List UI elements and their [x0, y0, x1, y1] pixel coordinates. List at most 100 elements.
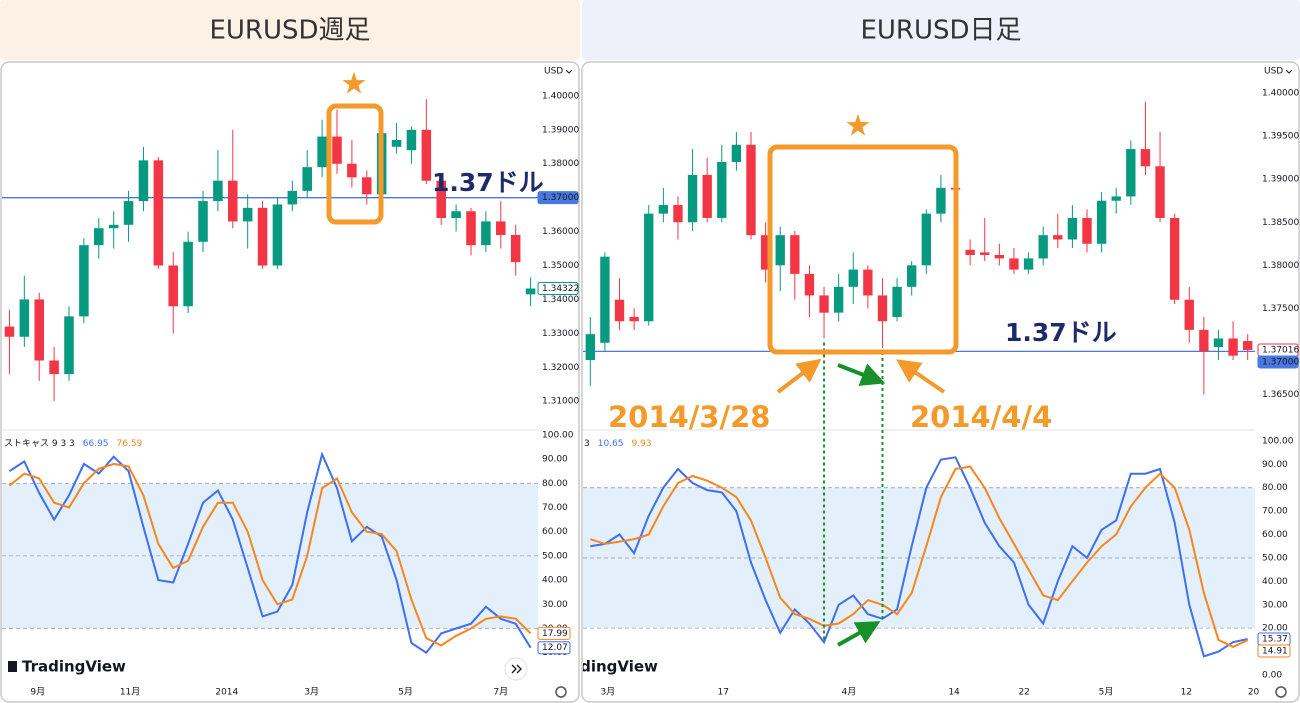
y-tick-label: 30.00 — [542, 600, 568, 610]
level-note: 1.37ドル — [1005, 318, 1117, 347]
highlight-box — [767, 144, 959, 355]
x-tick-label: 2014 — [215, 688, 238, 698]
x-tick-label: 5月 — [1099, 687, 1114, 698]
x-tick-label: 17 — [718, 688, 729, 698]
stoch-legend: 3 10.65 9.93 — [584, 439, 652, 449]
highlight-box — [326, 103, 384, 225]
candle-body — [658, 205, 669, 214]
candle-body — [1213, 338, 1224, 348]
candle-body — [629, 316, 639, 322]
x-tick-label: 9月 — [30, 687, 45, 698]
candle-body — [436, 180, 446, 219]
candle-body — [138, 160, 149, 202]
candle-body — [94, 228, 104, 246]
candle-body — [1111, 196, 1121, 201]
price-tag — [1257, 355, 1299, 369]
legend-name: 3 — [584, 439, 590, 449]
candle-body — [819, 295, 829, 313]
candle-body — [242, 207, 253, 222]
price-tag-label: 1.37016 — [1262, 346, 1299, 356]
price-tag-label: 1.34322 — [542, 284, 579, 294]
candle-body — [731, 144, 742, 162]
stoch-tag — [537, 641, 571, 655]
candle-body — [1038, 235, 1048, 259]
stoch-tag-label: 12.07 — [542, 643, 568, 653]
candle-body — [687, 174, 698, 223]
candle-body — [965, 249, 975, 255]
candle-body — [183, 241, 193, 307]
candle-body — [760, 235, 771, 270]
x-tick-label: 20 — [1248, 688, 1260, 698]
level-note: 1.37ドル — [432, 168, 544, 197]
y-tick-label: 1.40000 — [542, 91, 579, 101]
candle-body — [168, 265, 178, 307]
candle-body — [980, 252, 990, 255]
y-tick-label: 1.38500 — [1262, 218, 1299, 228]
candle-body — [833, 286, 844, 313]
settings-button[interactable] — [1275, 686, 1287, 698]
candle-body — [1155, 166, 1165, 218]
y-tick-label: 1.38000 — [542, 159, 579, 169]
candle-body — [257, 207, 268, 266]
candle-body — [406, 129, 417, 151]
stoch-legend: ストキャス 9 3 3 66.95 76.59 — [4, 439, 143, 449]
legend-value: 66.95 — [83, 439, 109, 449]
y-tick-label: 1.34000 — [542, 295, 579, 305]
candle-body — [198, 201, 208, 242]
stoch-tag-label: 17.99 — [542, 629, 568, 639]
candle-body — [153, 160, 164, 266]
candle-body — [1243, 341, 1253, 351]
x-tick-label: 4月 — [842, 687, 857, 698]
candle-body — [892, 286, 902, 317]
y-tick-label: 1.31000 — [542, 397, 579, 407]
candle-body — [287, 190, 298, 205]
stoch-tag — [1257, 644, 1291, 658]
candle-body — [496, 221, 506, 235]
legend-value: 10.65 — [598, 439, 624, 449]
y-tick-label: 80.00 — [542, 479, 568, 489]
plot-area: TradingView — [583, 101, 1255, 676]
panel-title: EURUSD週足 — [209, 16, 370, 46]
y-tick-label: 90.00 — [1262, 460, 1288, 470]
currency: USD — [1264, 67, 1283, 77]
candle-body — [525, 288, 536, 295]
candle-body — [510, 234, 521, 263]
y-tick-label: 40.00 — [542, 576, 568, 586]
settings-button[interactable] — [555, 686, 567, 698]
stoch-tag-label: 15.37 — [1262, 634, 1288, 644]
logo-icon — [8, 661, 17, 672]
stoch-tag-label: 14.91 — [1262, 646, 1288, 656]
price-tag — [537, 282, 579, 296]
y-tick-label: 70.00 — [542, 503, 568, 513]
watermark: TradingView — [22, 658, 126, 676]
candle-body — [1009, 258, 1019, 270]
date-label: 2014/4/4 — [910, 400, 1052, 434]
pointer-arrow — [896, 359, 946, 394]
stoch-line — [590, 456, 1248, 658]
candle-body — [614, 299, 625, 322]
y-tick-label: 1.36000 — [542, 227, 579, 237]
y-tick-label: 70.00 — [1262, 507, 1288, 517]
date-label: 2014/3/28 — [608, 400, 770, 434]
price-tag — [537, 191, 579, 205]
candle-body — [34, 299, 44, 361]
y-tick-label: 90.00 — [542, 455, 568, 465]
candle-body — [994, 254, 1005, 259]
candle-body — [790, 235, 800, 274]
candle-body — [1023, 258, 1034, 270]
currency: USD — [544, 67, 563, 77]
stoch-line — [589, 465, 1249, 649]
trend-arrow — [837, 363, 886, 386]
candle-body — [391, 140, 402, 147]
star: ★ — [341, 67, 368, 102]
candle-body — [64, 316, 74, 375]
y-tick-label: 50.00 — [1262, 553, 1288, 563]
candle-body — [746, 144, 756, 236]
candle-body — [1053, 235, 1063, 240]
candle-body — [421, 129, 432, 181]
y-tick-label: 60.00 — [542, 527, 568, 537]
candle-body — [213, 180, 223, 202]
candle-body — [702, 174, 712, 218]
candle-body — [228, 180, 238, 222]
